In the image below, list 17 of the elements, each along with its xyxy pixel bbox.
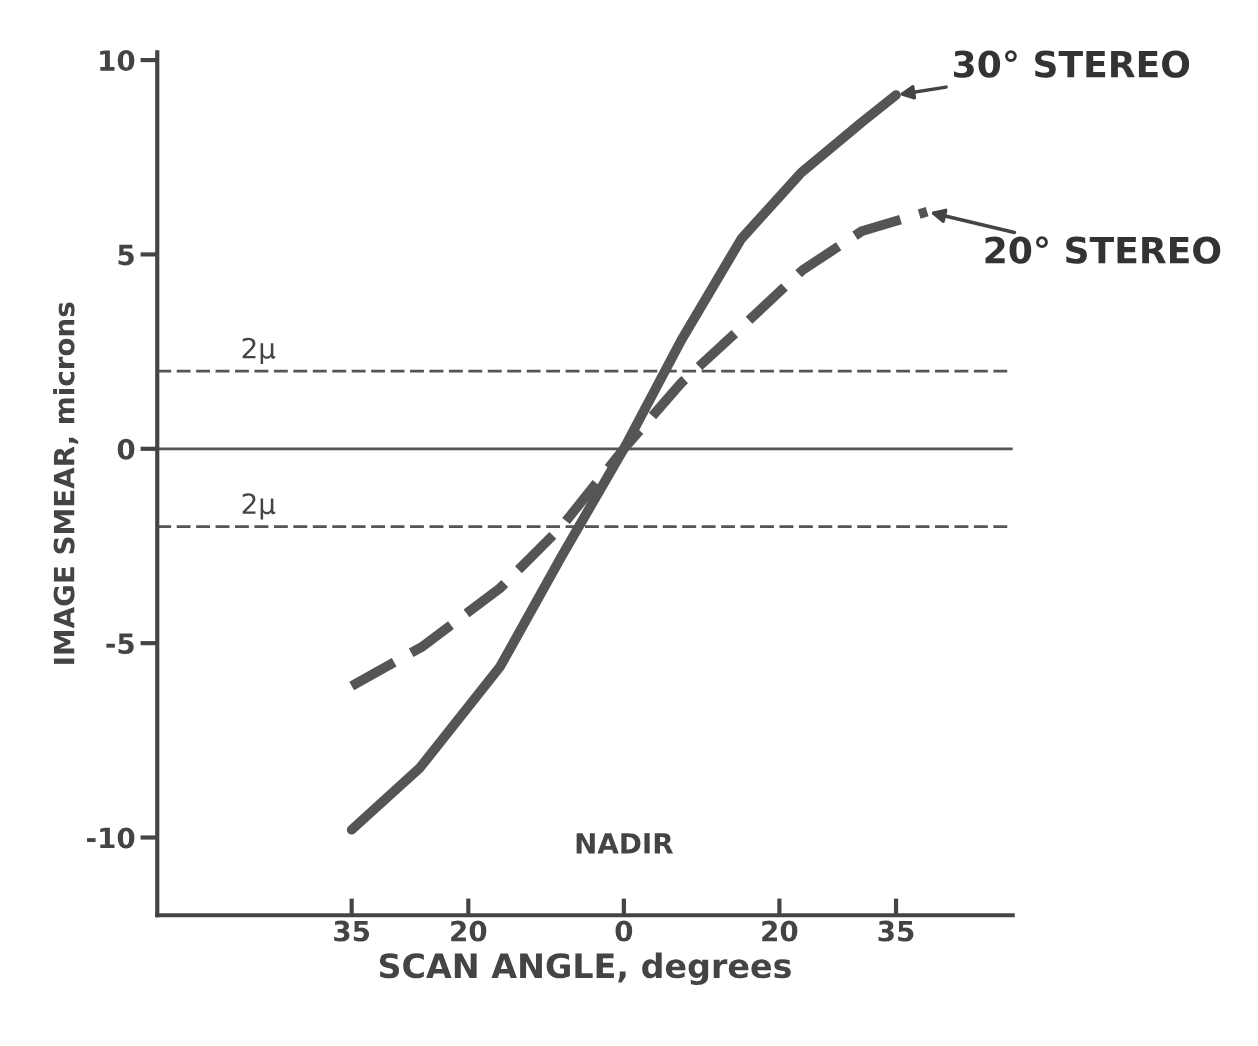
annotation: NADIR xyxy=(576,833,674,854)
y-axis-title: IMAGE SMEAR, microns xyxy=(53,302,79,664)
y-tick-label: -10 xyxy=(87,827,135,849)
x-tick-label: 35 xyxy=(878,920,914,942)
y-tick-label: -5 xyxy=(106,633,134,655)
series-label: 20° STEREO xyxy=(985,236,1221,264)
series-label: 30° STEREO xyxy=(954,50,1190,78)
x-axis-title: SCAN ANGLE, degrees xyxy=(379,952,791,986)
y-tick-label: 0 xyxy=(117,438,135,460)
x-tick-label: 35 xyxy=(334,920,370,942)
y-tick-label: 5 xyxy=(118,244,134,266)
x-tick-label: 20 xyxy=(451,920,487,942)
x-tick-label: 0 xyxy=(615,920,633,942)
y-tick-label: 10 xyxy=(100,50,135,72)
x-tick-label: 20 xyxy=(762,920,798,942)
ref-line-label: 2μ xyxy=(242,337,276,365)
ref-line-label: 2μ xyxy=(242,493,276,520)
